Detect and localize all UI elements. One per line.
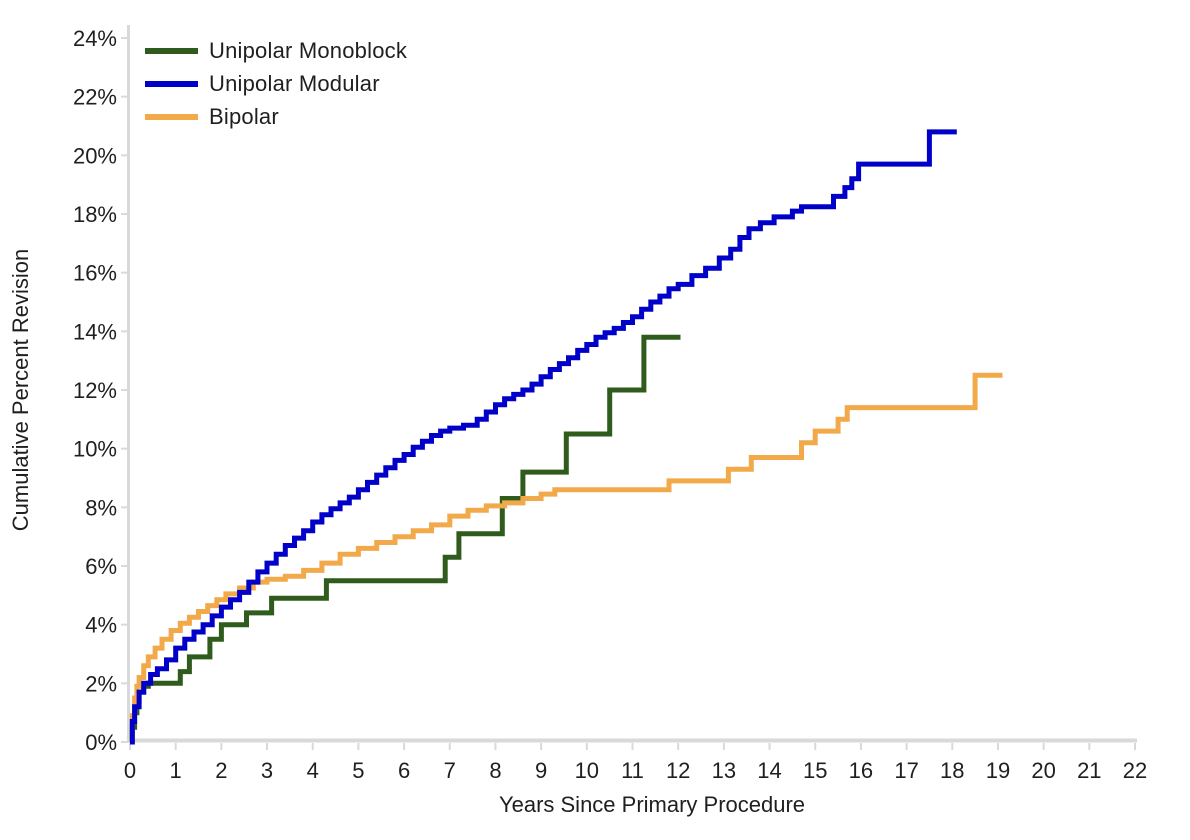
x-tick-label: 21 <box>1077 758 1101 783</box>
legend-item-unipolar-monoblock: Unipolar Monoblock <box>145 34 407 67</box>
x-tick-label: 15 <box>803 758 827 783</box>
legend-swatch <box>145 113 198 120</box>
x-tick-label: 13 <box>712 758 736 783</box>
x-tick-label: 11 <box>621 758 644 783</box>
legend-swatch <box>145 47 198 54</box>
x-tick-label: 18 <box>940 758 964 783</box>
x-tick-label: 6 <box>398 758 410 783</box>
series-unipolar-monoblock <box>129 334 681 745</box>
legend-label: Unipolar Monoblock <box>209 37 408 63</box>
legend: Unipolar Monoblock Unipolar Modular Bipola… <box>145 34 407 133</box>
x-axis-title: Years Since Primary Procedure <box>499 792 805 817</box>
x-tick-label: 10 <box>575 758 599 783</box>
x-tick-label: 7 <box>444 758 456 783</box>
x-tick-label: 1 <box>170 758 182 783</box>
x-tick-label: 8 <box>489 758 501 783</box>
x-tick-label: 19 <box>986 758 1010 783</box>
y-tick-label: 10% <box>73 437 117 462</box>
y-tick-label: 6% <box>85 554 117 579</box>
y-tick-label: 12% <box>73 378 117 403</box>
series-unipolar-modular <box>129 129 957 745</box>
x-tick-label: 22 <box>1123 758 1147 783</box>
y-tick-label: 0% <box>85 730 117 755</box>
y-tick-label: 16% <box>73 261 117 286</box>
legend-item-bipolar: Bipolar <box>145 100 407 133</box>
legend-item-unipolar-modular: Unipolar Modular <box>145 67 407 100</box>
y-tick-label: 20% <box>73 143 117 168</box>
x-tick-label: 0 <box>124 758 136 783</box>
x-tick-label: 20 <box>1031 758 1055 783</box>
x-tick-label: 14 <box>757 758 781 783</box>
y-tick-label: 22% <box>73 85 117 110</box>
y-tick-label: 18% <box>73 202 117 227</box>
series-bipolar <box>129 372 1003 745</box>
y-tick-label: 2% <box>85 671 117 696</box>
y-axis-title: Cumulative Percent Revision <box>8 249 33 531</box>
x-tick-label: 12 <box>666 758 690 783</box>
y-tick-label: 14% <box>73 319 117 344</box>
x-tick-label: 3 <box>261 758 273 783</box>
x-tick-label: 5 <box>352 758 364 783</box>
x-tick-label: 16 <box>849 758 873 783</box>
y-tick-label: 4% <box>85 613 117 638</box>
y-tick-label: 24% <box>73 26 117 51</box>
y-tick-label: 8% <box>85 495 117 520</box>
legend-swatch <box>145 80 198 87</box>
x-tick-label: 9 <box>535 758 547 783</box>
legend-label: Unipolar Modular <box>209 70 380 96</box>
x-tick-label: 17 <box>894 758 918 783</box>
x-tick-label: 4 <box>307 758 319 783</box>
chart-generated-layer: 0%2%4%6%8%10%12%14%16%18%20%22%24%0 1 2 3 4 5… <box>73 25 1147 783</box>
x-tick-label: 2 <box>215 758 227 783</box>
legend-label: Bipolar <box>209 103 279 129</box>
